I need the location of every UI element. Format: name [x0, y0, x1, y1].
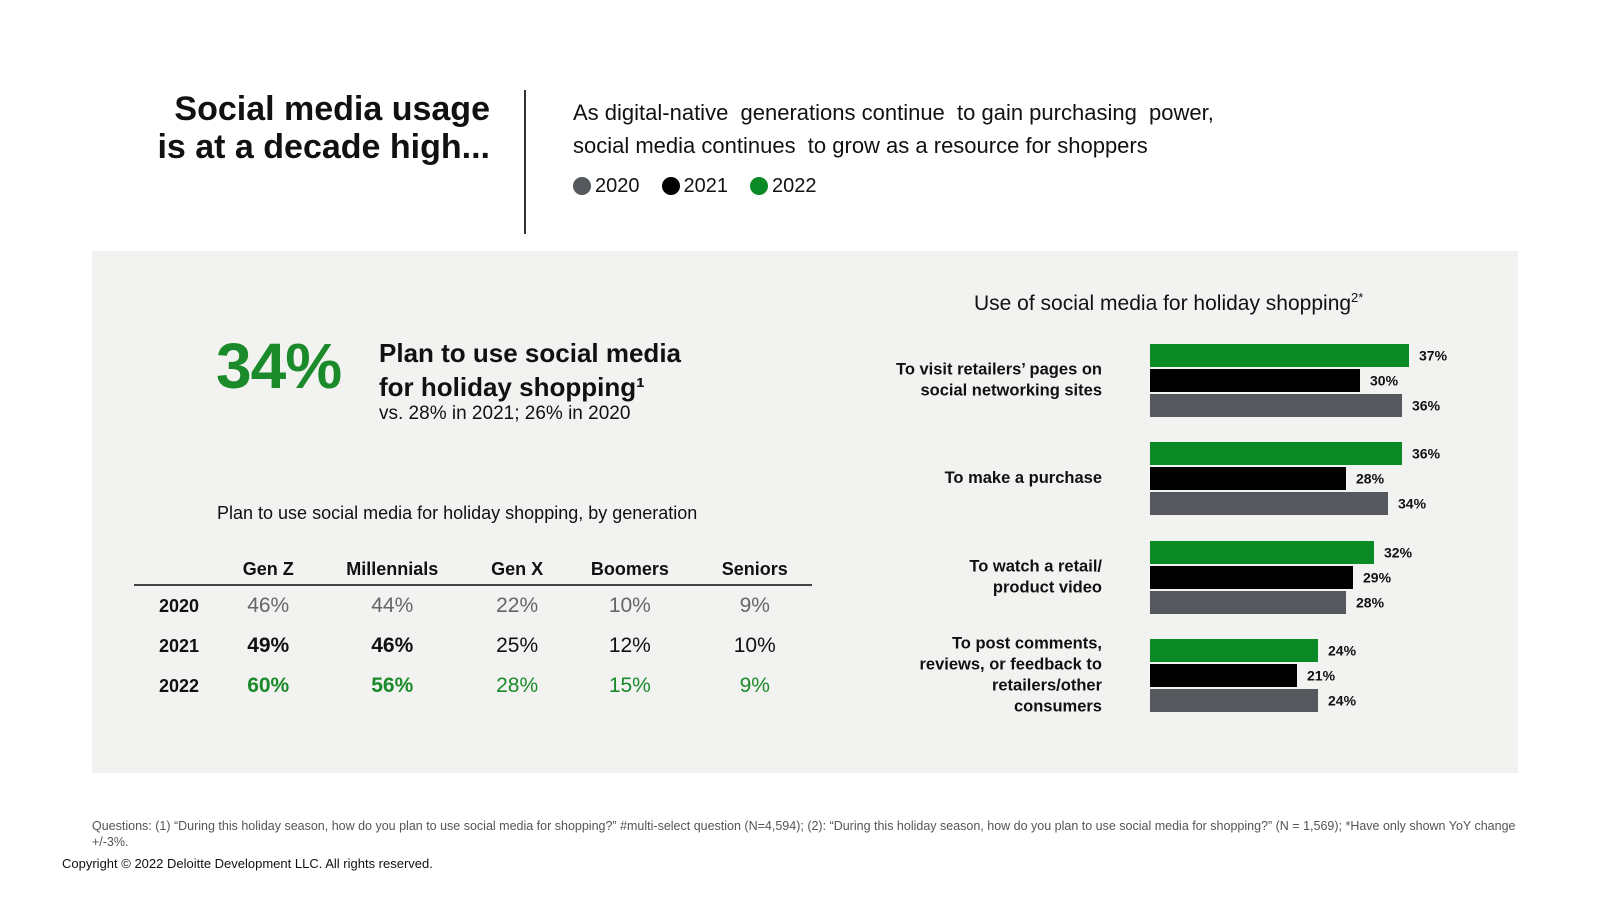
copyright: Copyright © 2022 Deloitte Development LL…: [62, 856, 433, 871]
bar-2022-to-watch-a-retail-product-video: [1150, 541, 1374, 564]
generation-table-caption: Plan to use social media for holiday sho…: [217, 503, 698, 523]
cell-gen-x: 28%: [496, 674, 539, 697]
bar-2022-to-make-a-purchase: [1150, 442, 1402, 465]
value-label-2021-to-post-comments-reviews-or-feedback-to-: 21%: [1307, 668, 1336, 684]
value-label-2022-to-post-comments-reviews-or-feedback-to-: 24%: [1328, 643, 1357, 659]
table-row-2021: 2021 49% 46% 25% 12% 10%: [134, 626, 812, 666]
category-label-line: retailers/other: [992, 677, 1103, 695]
value-label-2022-to-watch-a-retail-product-video: 32%: [1384, 545, 1413, 561]
row-year: 2022: [158, 675, 200, 696]
category-label-to-post-comments-reviews-or-feedback-to-: To post comments, reviews, or feedback to…: [920, 635, 1103, 716]
value-label-2021-to-visit-retailers-pages-on-social-netwo: 30%: [1370, 373, 1399, 389]
header-millennials: Millennials: [312, 554, 473, 586]
highlight-stat: 34%: [216, 330, 342, 402]
value-label-2020-to-post-comments-reviews-or-feedback-to-: 24%: [1328, 693, 1357, 709]
page-title-line1: Social media usage: [174, 90, 490, 128]
bar-2021-to-post-comments-reviews-or-feedback-to-: [1150, 664, 1297, 687]
header-gen-z: Gen Z: [224, 554, 313, 586]
category-label-line: reviews, or feedback to: [920, 656, 1103, 674]
legend-item-2021: 2021: [661, 174, 729, 198]
value-label-2021-to-watch-a-retail-product-video: 29%: [1363, 570, 1392, 586]
cell-gen-z: 46%: [247, 594, 290, 617]
bar-2020-to-visit-retailers-pages-on-social-netwo: [1150, 394, 1402, 417]
header-seniors: Seniors: [697, 554, 812, 586]
bar-2021-to-make-a-purchase: [1150, 467, 1346, 490]
cell-gen-z: 60%: [247, 674, 290, 697]
legend-dot-2022: [750, 177, 768, 195]
chart-title-text: Use of social media for holiday shopping: [974, 292, 1352, 315]
page-subtitle-line2: social media continues to grow as a reso…: [573, 133, 1148, 158]
highlight-title-line2: for holiday shopping¹: [379, 372, 645, 402]
bar-2021-to-watch-a-retail-product-video: [1150, 566, 1353, 589]
cell-millennials: 56%: [371, 674, 414, 697]
legend-dot-2020: [573, 177, 591, 195]
cell-gen-z: 49%: [247, 634, 290, 657]
generation-table: Gen Z Millennials Gen X Boomers Seniors …: [134, 554, 812, 706]
legend-label-2021: 2021: [683, 175, 729, 197]
header-divider: [524, 90, 526, 234]
cell-gen-x: 25%: [496, 634, 539, 657]
cell-boomers: 10%: [608, 594, 651, 617]
value-label-2020-to-visit-retailers-pages-on-social-netwo: 36%: [1412, 398, 1441, 414]
page-title-line2: is at a decade high...: [157, 128, 490, 166]
cell-seniors: 9%: [739, 674, 770, 697]
category-label-line: social networking sites: [920, 382, 1102, 400]
category-label-line: consumers: [1014, 698, 1102, 716]
highlight-comparison: vs. 28% in 2021; 26% in 2020: [379, 403, 631, 424]
header-year: [134, 554, 224, 586]
value-label-2021-to-make-a-purchase: 28%: [1356, 471, 1385, 487]
page-title: Social media usage is at a decade high..…: [100, 90, 490, 166]
bar-2022-to-post-comments-reviews-or-feedback-to-: [1150, 639, 1318, 662]
cell-seniors: 10%: [733, 634, 776, 657]
category-label-to-visit-retailers-pages-on-social-netwo: To visit retailers’ pages on social netwo…: [896, 361, 1102, 400]
legend-item-2020: 2020: [573, 174, 640, 198]
value-label-2020-to-watch-a-retail-product-video: 28%: [1356, 595, 1385, 611]
category-label-to-watch-a-retail-product-video: To watch a retail/product video: [969, 558, 1102, 597]
header-boomers: Boomers: [562, 554, 698, 586]
table-row-2022: 2022 60% 56% 28% 15% 9%: [134, 666, 812, 706]
legend-item-2022: 2022: [750, 174, 817, 198]
header-gen-x: Gen X: [472, 554, 563, 586]
cell-millennials: 44%: [371, 594, 414, 617]
row-year: 2021: [158, 635, 200, 656]
category-label-line: product video: [993, 579, 1102, 597]
category-label-line: To visit retailers’ pages on: [896, 361, 1102, 379]
value-label-2022-to-make-a-purchase: 36%: [1412, 446, 1441, 462]
category-label-line: To watch a retail/: [969, 558, 1102, 576]
bar-2020-to-watch-a-retail-product-video: [1150, 591, 1346, 614]
table-row-2020: 2020 46% 44% 22% 10% 9%: [134, 585, 812, 626]
bar-2022-to-visit-retailers-pages-on-social-netwo: [1150, 344, 1409, 367]
value-label-2020-to-make-a-purchase: 34%: [1398, 496, 1427, 512]
category-label-line: To make a purchase: [945, 469, 1102, 487]
cell-boomers: 15%: [608, 674, 651, 697]
category-label-to-make-a-purchase: To make a purchase: [945, 469, 1102, 487]
page-subtitle: As digital-native generations continue t…: [573, 96, 1273, 162]
chart-title: Use of social media for holiday shopping…: [974, 290, 1363, 316]
bar-2021-to-visit-retailers-pages-on-social-netwo: [1150, 369, 1360, 392]
chart-title-superscript: 2*: [1351, 290, 1364, 305]
legend-dot-2021: [661, 177, 680, 195]
category-label-line: To post comments,: [952, 635, 1102, 653]
bar-2020-to-post-comments-reviews-or-feedback-to-: [1150, 689, 1318, 712]
highlight-title-line1: Plan to use social media: [379, 338, 681, 368]
bar-chart: To visit retailers’ pages on social netwo…: [896, 344, 1448, 716]
value-label-2022-to-visit-retailers-pages-on-social-netwo: 37%: [1419, 348, 1448, 364]
page-subtitle-line1: As digital-native generations continue t…: [573, 100, 1214, 125]
legend: 2020 2021 2022: [573, 174, 817, 198]
cell-millennials: 46%: [371, 634, 414, 657]
cell-seniors: 9%: [739, 594, 770, 617]
footnote: Questions: (1) “During this holiday seas…: [92, 819, 1516, 849]
legend-label-2020: 2020: [595, 175, 640, 197]
row-year: 2020: [158, 595, 200, 616]
legend-label-2022: 2022: [772, 175, 817, 197]
cell-boomers: 12%: [608, 634, 651, 657]
highlight-title: Plan to use social media for holiday sho…: [379, 336, 799, 404]
bar-2020-to-make-a-purchase: [1150, 492, 1388, 515]
generation-table-header: Gen Z Millennials Gen X Boomers Seniors: [134, 554, 812, 586]
cell-gen-x: 22%: [496, 594, 539, 617]
